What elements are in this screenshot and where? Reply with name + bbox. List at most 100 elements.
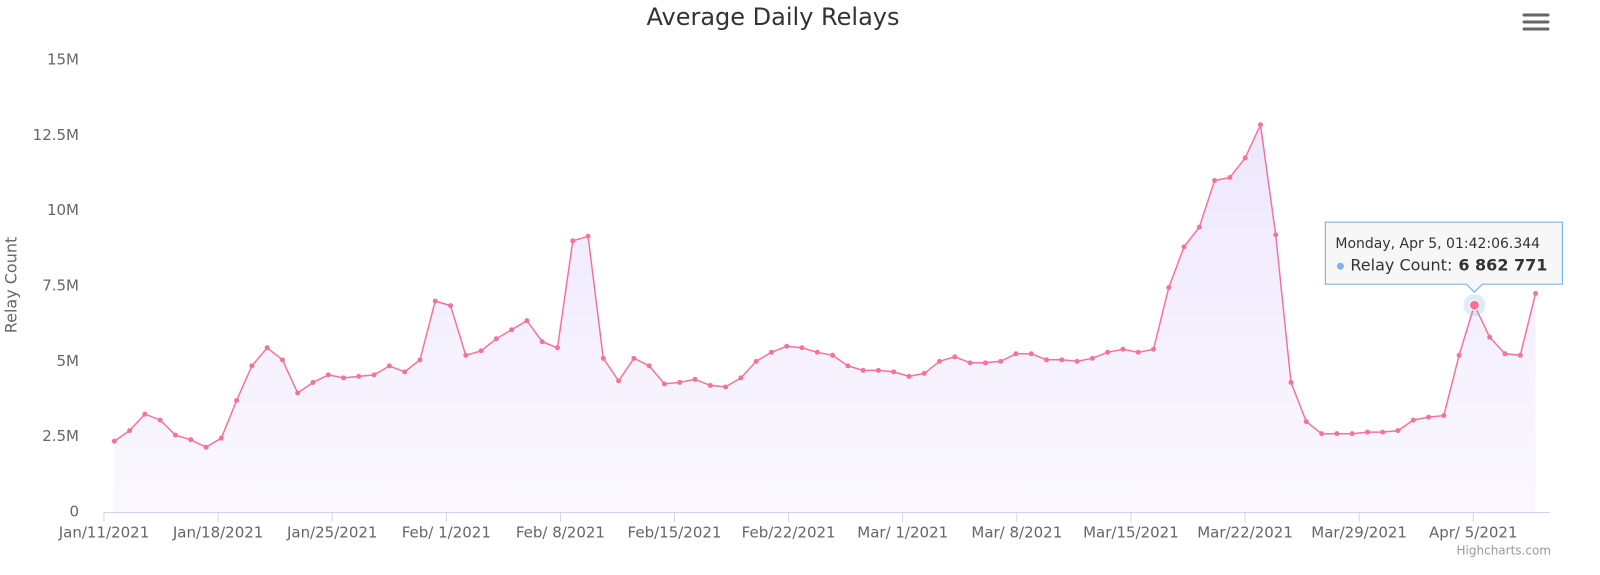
chart-title: Average Daily Relays (647, 3, 900, 31)
marker (982, 360, 988, 366)
marker (1319, 431, 1325, 437)
marker (1044, 357, 1050, 363)
marker (707, 382, 713, 388)
x-tick-label: Feb/22/2021 (742, 524, 836, 542)
marker (127, 428, 133, 434)
marker (998, 358, 1004, 364)
y-tick-label: 0 (69, 503, 79, 521)
marker (310, 379, 316, 385)
marker (493, 336, 499, 342)
marker (157, 417, 163, 423)
marker (371, 372, 377, 378)
marker (1517, 352, 1523, 358)
marker (1441, 413, 1447, 419)
x-tick-label: Mar/ 1/2021 (857, 524, 948, 542)
marker (661, 381, 667, 387)
marker (1395, 428, 1401, 434)
marker (1426, 414, 1432, 420)
marker (814, 349, 820, 355)
marker (325, 372, 331, 378)
marker (1120, 346, 1126, 352)
marker (738, 375, 744, 381)
marker (1227, 175, 1233, 181)
marker (524, 318, 530, 324)
marker (1273, 232, 1279, 238)
marker (295, 390, 301, 396)
marker (646, 363, 652, 369)
marker (1303, 419, 1309, 425)
marker (341, 375, 347, 381)
marker (967, 360, 973, 366)
hover-marker (1468, 299, 1480, 311)
area (114, 124, 1536, 513)
marker (1456, 352, 1462, 358)
marker (402, 369, 408, 375)
marker (875, 367, 881, 373)
marker (616, 378, 622, 384)
marker (952, 354, 958, 360)
marker (937, 358, 943, 364)
marker (234, 398, 240, 404)
x-tick-label: Jan/25/2021 (286, 524, 378, 542)
marker (1212, 178, 1218, 184)
marker (1089, 355, 1095, 361)
y-tick-label: 2.5M (42, 427, 79, 445)
tooltip-dot (1336, 262, 1344, 270)
tooltip-label: Relay Count: (1350, 256, 1452, 275)
x-tick-label: Mar/15/2021 (1083, 524, 1179, 542)
x-tick-label: Apr/ 5/2021 (1429, 524, 1518, 542)
x-tick-label: Jan/18/2021 (172, 524, 264, 542)
marker (1380, 429, 1386, 435)
marker (203, 444, 209, 450)
marker (249, 363, 255, 369)
marker (891, 369, 897, 375)
marker (860, 367, 866, 373)
marker (1533, 291, 1539, 297)
tooltip: Monday, Apr 5, 01:42:06.344 Relay Count: 6… (1324, 221, 1564, 294)
tooltip-date: Monday, Apr 5, 01:42:06.344 (1335, 236, 1540, 252)
marker (142, 411, 148, 417)
marker (279, 357, 285, 363)
marker (1059, 357, 1065, 363)
marker (570, 238, 576, 244)
marker (631, 355, 637, 361)
marker (1349, 431, 1355, 437)
marker (432, 298, 438, 304)
marker (172, 432, 178, 438)
marker (1196, 224, 1202, 230)
x-tick-label: Jan/11/2021 (58, 524, 150, 542)
marker (1166, 285, 1172, 291)
marker (784, 343, 790, 349)
marker (1288, 379, 1294, 385)
x-tick-label: Mar/ 8/2021 (971, 524, 1062, 542)
marker (111, 438, 117, 444)
marker (753, 358, 759, 364)
marker (218, 435, 224, 441)
marker (1487, 334, 1493, 340)
menu-button[interactable] (1520, 8, 1552, 36)
marker (1074, 358, 1080, 364)
x-tick-label: Mar/29/2021 (1311, 524, 1407, 542)
y-tick-label: 10M (47, 201, 79, 219)
marker (1502, 351, 1508, 357)
marker (386, 363, 392, 369)
marker (356, 373, 362, 379)
marker (1013, 351, 1019, 357)
marker (264, 345, 270, 351)
marker (1364, 429, 1370, 435)
marker (1257, 122, 1263, 128)
marker (830, 352, 836, 358)
credits[interactable]: Highcharts.com (1457, 544, 1551, 558)
x-tick-label: Feb/ 8/2021 (516, 524, 605, 542)
tooltip-box (1324, 221, 1564, 294)
y-axis-title: Relay Count (2, 237, 21, 334)
marker (799, 345, 805, 351)
x-tick-label: Mar/22/2021 (1197, 524, 1293, 542)
marker (1334, 431, 1340, 437)
marker (554, 345, 560, 351)
marker (723, 384, 729, 390)
marker (478, 348, 484, 354)
marker (768, 349, 774, 355)
